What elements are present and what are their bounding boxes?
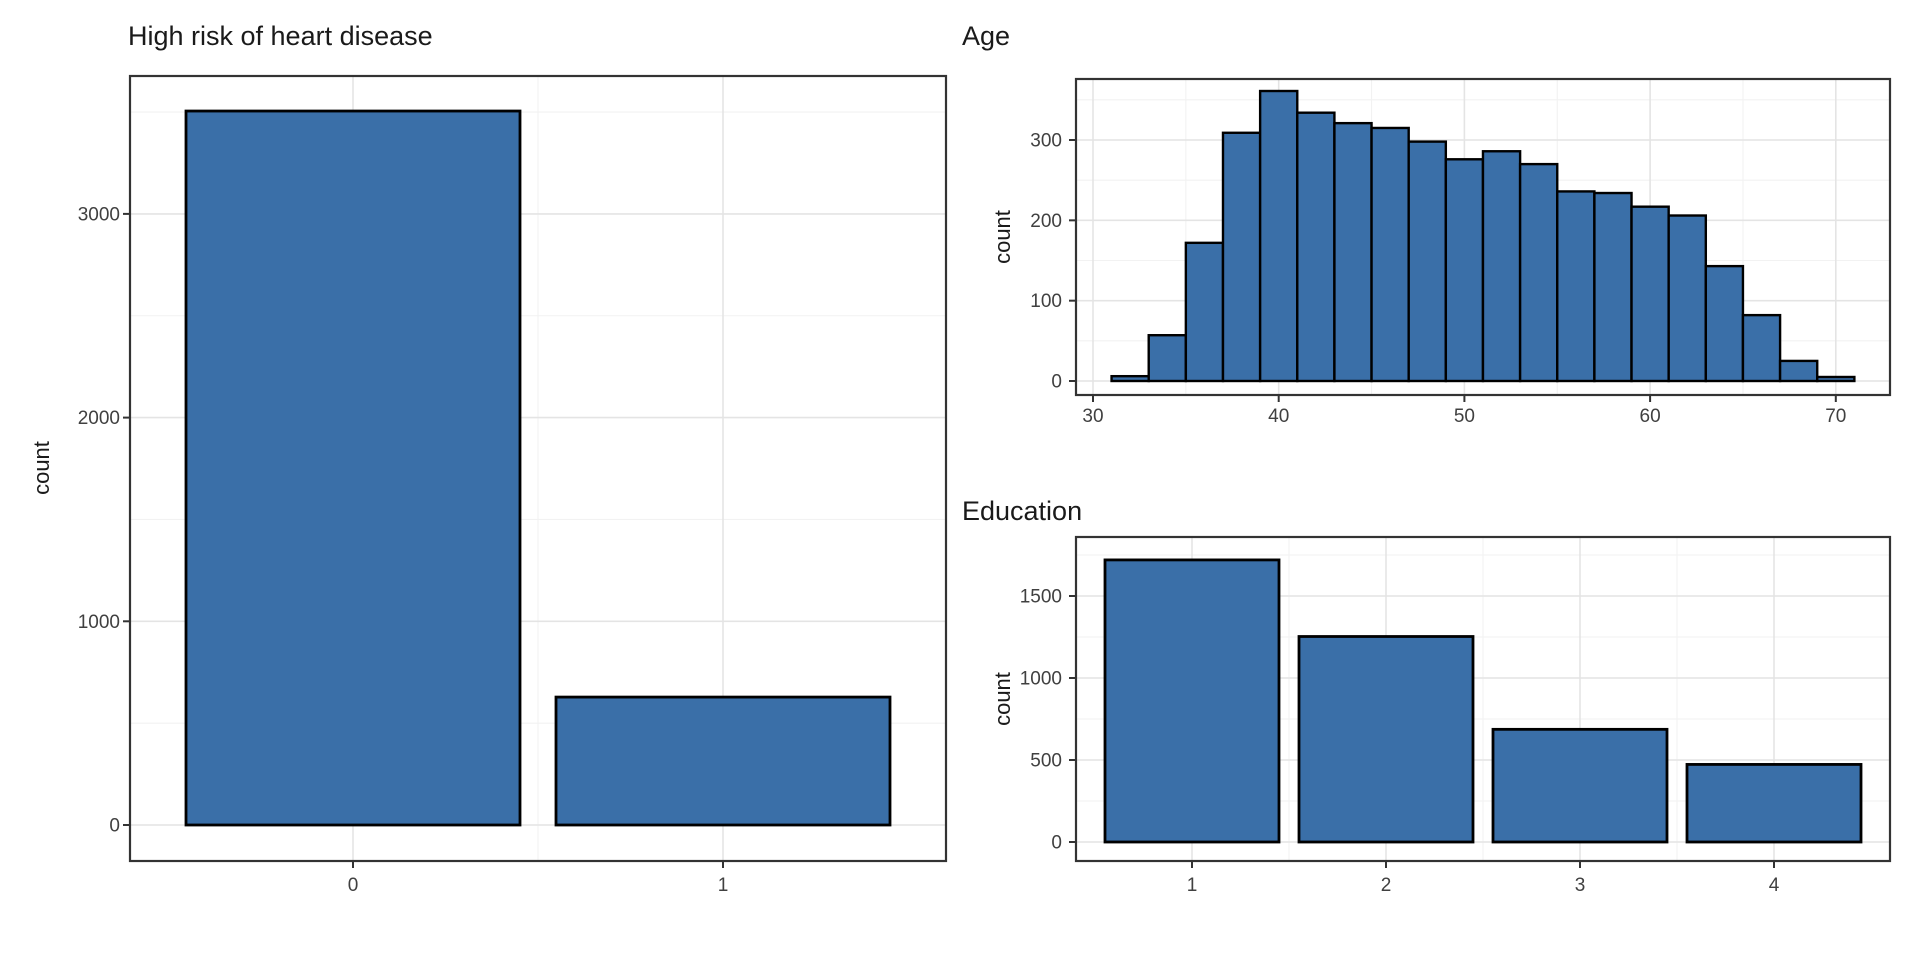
x-tick-label: 30 <box>1082 406 1103 427</box>
hist-bar-3 <box>1221 131 1262 383</box>
hist-bar-10 <box>1481 150 1522 383</box>
chart-title-education: Education <box>962 496 1083 526</box>
chart-title-age: Age <box>962 21 1011 51</box>
hist-bar-4 <box>1258 89 1299 383</box>
y-tick-label: 500 <box>1030 751 1062 772</box>
hist-bar-18 <box>1778 359 1819 383</box>
hist-bar-16 <box>1704 264 1745 383</box>
y-tick-label: 0 <box>1051 833 1062 854</box>
bar-education-3 <box>1491 727 1669 844</box>
y-tick-label: 1000 <box>78 612 120 633</box>
bars-age <box>1110 89 1856 383</box>
y-tick-label: 0 <box>109 816 120 837</box>
y-tick-label: 2000 <box>78 408 120 429</box>
hist-bar-6 <box>1333 121 1373 383</box>
tick-marks <box>123 212 724 868</box>
tick-labels: 0 100 200 300 30 40 50 60 70 <box>1030 131 1846 427</box>
hist-bar-17 <box>1741 313 1782 383</box>
hist-bar-1 <box>1147 334 1188 383</box>
y-tick-label: 300 <box>1030 131 1062 152</box>
hist-bar-8 <box>1407 140 1448 383</box>
bar-chd-0 <box>184 109 522 827</box>
hist-bar-9 <box>1444 158 1485 383</box>
y-tick-label: 100 <box>1030 291 1062 312</box>
x-tick-label: 40 <box>1268 406 1289 427</box>
y-tick-label: 1000 <box>1020 669 1062 690</box>
tick-marks <box>1069 139 1837 402</box>
x-tick-label: 2 <box>1381 875 1392 896</box>
tick-labels: 0 500 1000 1500 1 2 3 4 <box>1020 587 1780 897</box>
bar-education-4 <box>1685 763 1863 844</box>
hist-bar-12 <box>1556 190 1596 383</box>
chart-chd: 0 1000 2000 3000 0 1 <box>78 74 948 896</box>
bars-chd <box>184 109 892 827</box>
hist-bar-0 <box>1110 374 1150 383</box>
bar-chd-1 <box>554 695 892 827</box>
chart-title-heart-disease: High risk of heart disease <box>128 21 433 51</box>
x-tick-label: 4 <box>1769 875 1780 896</box>
hist-bar-11 <box>1518 162 1559 383</box>
hist-bar-7 <box>1370 126 1410 383</box>
bar-education-1 <box>1103 558 1281 844</box>
y-axis-title-heart-disease: count <box>29 441 54 495</box>
hist-bar-14 <box>1630 205 1670 383</box>
chart-education: 0 500 1000 1500 1 2 3 4 <box>1020 535 1892 897</box>
y-tick-label: 1500 <box>1020 587 1062 608</box>
y-tick-label: 3000 <box>78 204 120 225</box>
x-tick-label: 1 <box>718 875 729 896</box>
x-tick-label: 60 <box>1640 406 1661 427</box>
y-axis-title-age: count <box>990 210 1015 264</box>
y-tick-label: 200 <box>1030 211 1062 232</box>
x-tick-label: 1 <box>1187 875 1198 896</box>
x-tick-label: 70 <box>1825 406 1846 427</box>
hist-bar-19 <box>1816 375 1856 383</box>
tick-labels: 0 1000 2000 3000 0 1 <box>78 204 729 896</box>
hist-bar-5 <box>1296 111 1336 383</box>
y-tick-label: 0 <box>1051 372 1062 393</box>
bar-education-2 <box>1297 635 1475 844</box>
x-tick-label: 50 <box>1454 406 1475 427</box>
y-axis-title-education: count <box>990 672 1015 726</box>
panel-border <box>1074 535 1892 863</box>
x-tick-label: 3 <box>1575 875 1586 896</box>
panel-border <box>1074 77 1892 397</box>
bars-education <box>1103 558 1863 844</box>
hist-bar-15 <box>1667 214 1708 383</box>
x-tick-label: 0 <box>348 875 359 896</box>
hist-bar-2 <box>1184 241 1225 383</box>
hist-bar-13 <box>1593 191 1633 383</box>
tick-marks <box>1069 595 1775 868</box>
chart-age: 0 100 200 300 30 40 50 60 70 <box>1030 77 1892 427</box>
panel-border <box>128 74 948 863</box>
